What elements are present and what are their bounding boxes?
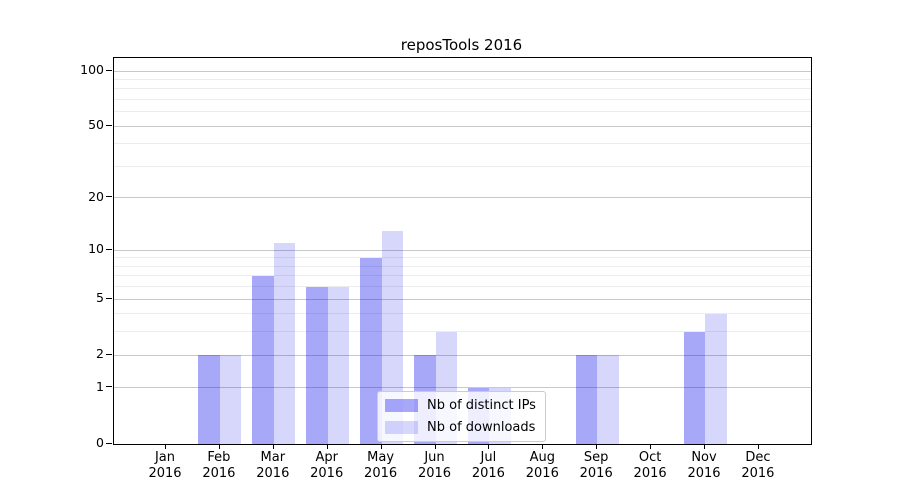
plot-area: Nb of distinct IPs Nb of downloads xyxy=(113,57,812,445)
bar-distinct-ips-sep xyxy=(575,355,598,444)
y-tick-label-10: 10 xyxy=(88,241,104,257)
gridline-minor-6 xyxy=(114,286,811,288)
y-tick-100 xyxy=(106,69,112,71)
gridline-minor-7 xyxy=(114,275,811,277)
x-tick-dec xyxy=(757,444,759,449)
gridline-major-50 xyxy=(114,125,811,127)
gridline-minor-80 xyxy=(114,88,811,90)
x-tick-label-jan: Jan 2016 xyxy=(148,450,182,481)
y-tick-10 xyxy=(106,248,112,250)
x-tick-label-aug: Aug 2016 xyxy=(525,450,559,481)
x-tick-label-nov: Nov 2016 xyxy=(687,450,721,481)
legend-entry-distinct-ips: Nb of distinct IPs xyxy=(385,398,536,413)
y-tick-20 xyxy=(106,196,112,198)
bar-distinct-ips-may xyxy=(360,257,382,444)
bar-downloads-sep xyxy=(597,355,619,444)
x-tick-may xyxy=(380,444,382,449)
bar-downloads-feb xyxy=(219,355,242,444)
gridline-major-1 xyxy=(114,387,811,389)
x-tick-label-sep: Sep 2016 xyxy=(579,450,613,481)
bar-distinct-ips-mar xyxy=(252,275,274,444)
x-tick-label-oct: Oct 2016 xyxy=(633,450,667,481)
gridline-major-20 xyxy=(114,197,811,199)
gridline-major-5 xyxy=(114,298,811,300)
x-tick-jun xyxy=(434,444,436,449)
gridline-major-100 xyxy=(114,70,811,72)
legend-entry-downloads: Nb of downloads xyxy=(385,420,536,435)
legend-label-distinct-ips: Nb of distinct IPs xyxy=(427,398,536,413)
bar-downloads-mar xyxy=(273,243,296,444)
gridline-minor-30 xyxy=(114,165,811,167)
y-tick-label-5: 5 xyxy=(96,290,104,306)
bar-downloads-nov xyxy=(705,313,727,444)
gridline-minor-90 xyxy=(114,78,811,80)
gridline-major-10 xyxy=(114,249,811,251)
gridline-minor-60 xyxy=(114,111,811,113)
x-tick-label-jun: Jun 2016 xyxy=(417,450,452,481)
x-tick-feb xyxy=(218,444,220,449)
x-tick-sep xyxy=(596,444,598,449)
legend: Nb of distinct IPs Nb of downloads xyxy=(377,391,546,442)
x-tick-label-dec: Dec 2016 xyxy=(741,450,775,481)
legend-swatch-downloads xyxy=(385,421,418,434)
gridline-minor-3 xyxy=(114,331,811,333)
x-tick-label-apr: Apr 2016 xyxy=(310,450,344,481)
gridline-minor-8 xyxy=(114,265,811,267)
gridline-minor-9 xyxy=(114,257,811,259)
y-tick-label-50: 50 xyxy=(88,117,104,133)
y-tick-label-20: 20 xyxy=(88,188,104,204)
x-tick-nov xyxy=(704,444,705,449)
x-tick-label-mar: Mar 2016 xyxy=(256,450,290,481)
x-tick-jul xyxy=(488,444,490,449)
x-tick-apr xyxy=(326,444,328,449)
chart-title: reposTools 2016 xyxy=(400,36,523,54)
y-tick-2 xyxy=(106,353,112,355)
y-tick-label-1: 1 xyxy=(96,378,104,394)
x-tick-oct xyxy=(650,444,652,449)
x-tick-mar xyxy=(272,444,274,449)
x-tick-label-jul: Jul 2016 xyxy=(471,450,505,481)
y-tick-label-100: 100 xyxy=(80,62,104,77)
gridline-minor-40 xyxy=(114,143,811,145)
y-tick-50 xyxy=(106,124,112,126)
y-tick-label-0: 0 xyxy=(96,435,104,450)
bar-downloads-may xyxy=(381,230,404,444)
y-tick-label-2: 2 xyxy=(96,346,104,362)
gridline-minor-70 xyxy=(114,98,811,100)
gridline-minor-4 xyxy=(114,313,811,315)
y-tick-1 xyxy=(106,386,112,388)
bar-downloads-apr xyxy=(327,286,350,444)
y-tick-5 xyxy=(106,297,112,299)
y-tick-0 xyxy=(106,442,112,444)
x-tick-aug xyxy=(542,444,544,449)
x-tick-label-feb: Feb 2016 xyxy=(202,450,236,481)
gridline-major-2 xyxy=(114,354,811,356)
legend-swatch-distinct-ips xyxy=(385,399,418,412)
legend-label-downloads: Nb of downloads xyxy=(427,420,536,435)
bar-distinct-ips-feb xyxy=(198,355,220,444)
bar-distinct-ips-apr xyxy=(306,286,328,444)
bar-distinct-ips-nov xyxy=(683,331,705,444)
x-tick-jan xyxy=(165,444,166,449)
x-tick-label-may: May 2016 xyxy=(364,450,398,481)
